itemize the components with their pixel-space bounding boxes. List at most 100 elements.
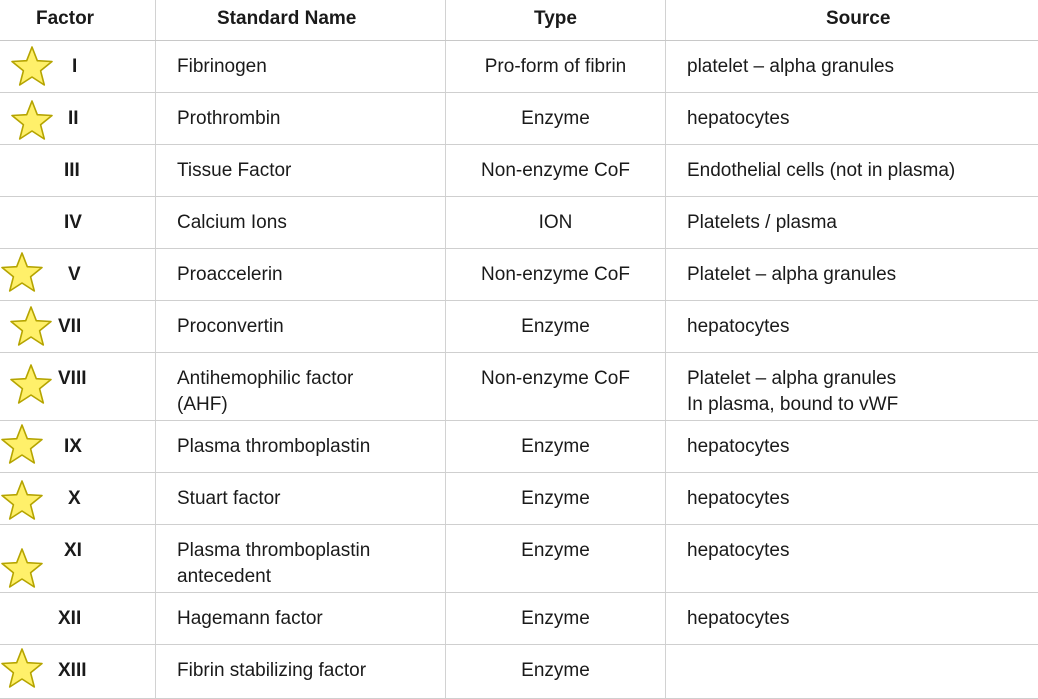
standard-name: Fibrinogen: [177, 56, 267, 77]
star-icon: [0, 251, 45, 295]
table-body: I Fibrinogen Pro-form of fibrin platelet – …: [0, 41, 1038, 699]
source-cell: platelet – alpha granules: [665, 41, 1038, 92]
type-cell: Enzyme: [445, 301, 665, 352]
type-cell: Non-enzyme CoF: [445, 353, 665, 420]
factor-cell: V: [0, 249, 155, 300]
factor-source: hepatocytes: [687, 488, 790, 509]
standard-name: Proaccelerin: [177, 264, 283, 285]
standard-name-cell: Prothrombin: [155, 93, 445, 144]
standard-name: Antihemophilic factor: [177, 368, 354, 389]
type-cell: Non-enzyme CoF: [445, 145, 665, 196]
factor-type: ION: [538, 212, 573, 233]
header-source: Source: [665, 0, 1038, 40]
type-cell: Enzyme: [445, 593, 665, 644]
factor-type: Enzyme: [521, 540, 590, 561]
source-cell: hepatocytes: [665, 421, 1038, 472]
factor-type: Pro-form of fibrin: [484, 56, 627, 77]
factor-source: hepatocytes: [687, 316, 790, 337]
factor-numeral: XI: [64, 540, 82, 561]
factor-cell: III: [0, 145, 155, 196]
type-cell: Enzyme: [445, 93, 665, 144]
source-cell: Endothelial cells (not in plasma): [665, 145, 1038, 196]
source-cell: hepatocytes: [665, 593, 1038, 644]
factor-type: Non-enzyme CoF: [481, 160, 630, 181]
standard-name: Stuart factor: [177, 488, 281, 509]
standard-name: Tissue Factor: [177, 160, 292, 181]
star-icon: [8, 363, 54, 407]
table-row: VIII Antihemophilic factor (AHF) Non-enzyme…: [0, 353, 1038, 421]
factor-source-line2: In plasma, bound to vWF: [687, 394, 899, 415]
standard-name: Proconvertin: [177, 316, 284, 337]
table-row: XIII Fibrin stabilizing factor Enzyme: [0, 645, 1038, 699]
standard-name-cell: Proaccelerin: [155, 249, 445, 300]
standard-name-line2: antecedent: [177, 566, 272, 587]
factor-source: hepatocytes: [687, 436, 790, 457]
factor-numeral: V: [68, 264, 81, 285]
factor-cell: II: [0, 93, 155, 144]
factor-cell: XII: [0, 593, 155, 644]
type-cell: ION: [445, 197, 665, 248]
source-cell: hepatocytes: [665, 301, 1038, 352]
factor-source: hepatocytes: [687, 540, 790, 561]
standard-name-cell: Plasma thromboplastin antecedent: [155, 525, 445, 592]
type-cell: Enzyme: [445, 645, 665, 698]
standard-name-cell: Stuart factor: [155, 473, 445, 524]
factor-numeral: IX: [64, 436, 82, 457]
standard-name-cell: Hagemann factor: [155, 593, 445, 644]
factor-source: Platelet – alpha granules: [687, 264, 897, 285]
header-factor: Factor: [36, 8, 95, 29]
standard-name-cell: Fibrin stabilizing factor: [155, 645, 445, 698]
table-row: VII Proconvertin Enzyme hepatocytes: [0, 301, 1038, 353]
star-icon: [0, 547, 45, 591]
factor-cell: IV: [0, 197, 155, 248]
factor-numeral: X: [68, 488, 81, 509]
standard-name: Plasma thromboplastin: [177, 436, 371, 457]
factor-type: Non-enzyme CoF: [481, 368, 630, 389]
factor-source: hepatocytes: [687, 608, 790, 629]
factor-type: Enzyme: [521, 316, 590, 337]
star-icon: [0, 423, 45, 467]
factor-source: platelet – alpha granules: [687, 56, 895, 77]
source-cell: Platelet – alpha granules: [665, 249, 1038, 300]
type-cell: Non-enzyme CoF: [445, 249, 665, 300]
table-row: III Tissue Factor Non-enzyme CoF Endothelia…: [0, 145, 1038, 197]
table-row: XII Hagemann factor Enzyme hepatocytes: [0, 593, 1038, 645]
type-cell: Pro-form of fibrin: [445, 41, 665, 92]
table-row: IX Plasma thromboplastin Enzyme hepatocytes: [0, 421, 1038, 473]
table-row: I Fibrinogen Pro-form of fibrin platelet – …: [0, 41, 1038, 93]
standard-name-cell: Fibrinogen: [155, 41, 445, 92]
factor-type: Non-enzyme CoF: [481, 264, 630, 285]
factor-type: Enzyme: [521, 608, 590, 629]
table-row: V Proaccelerin Non-enzyme CoF Platelet – al…: [0, 249, 1038, 301]
standard-name: Plasma thromboplastin: [177, 540, 371, 561]
header-standard-name: Standard Name: [155, 0, 445, 40]
type-cell: Enzyme: [445, 473, 665, 524]
factor-type: Enzyme: [521, 488, 590, 509]
table-row: II Prothrombin Enzyme hepatocytes: [0, 93, 1038, 145]
factor-type: Enzyme: [521, 660, 590, 681]
factor-type: Enzyme: [521, 108, 590, 129]
standard-name: Fibrin stabilizing factor: [177, 660, 367, 681]
standard-name: Prothrombin: [177, 108, 281, 129]
table-row: X Stuart factor Enzyme hepatocytes: [0, 473, 1038, 525]
factor-numeral: IV: [64, 212, 82, 233]
factor-cell: VIII: [0, 353, 155, 420]
factor-cell: IX: [0, 421, 155, 472]
source-cell: hepatocytes: [665, 473, 1038, 524]
standard-name-cell: Tissue Factor: [155, 145, 445, 196]
source-cell: hepatocytes: [665, 525, 1038, 592]
factor-numeral: III: [64, 160, 80, 181]
table-header: Factor Standard Name Type Source: [0, 0, 1038, 41]
factor-numeral: XII: [58, 608, 82, 629]
factor-cell: XI: [0, 525, 155, 592]
standard-name-cell: Calcium Ions: [155, 197, 445, 248]
type-cell: Enzyme: [445, 421, 665, 472]
factor-source: Platelets / plasma: [687, 212, 837, 233]
standard-name: Calcium Ions: [177, 212, 287, 233]
table-row: IV Calcium Ions ION Platelets / plasma: [0, 197, 1038, 249]
star-icon: [9, 99, 55, 143]
factor-numeral: XIII: [58, 660, 87, 681]
star-icon: [8, 305, 54, 349]
table-row: XI Plasma thromboplastin antecedent Enzyme h…: [0, 525, 1038, 593]
factor-source: Platelet – alpha granules: [687, 368, 897, 389]
